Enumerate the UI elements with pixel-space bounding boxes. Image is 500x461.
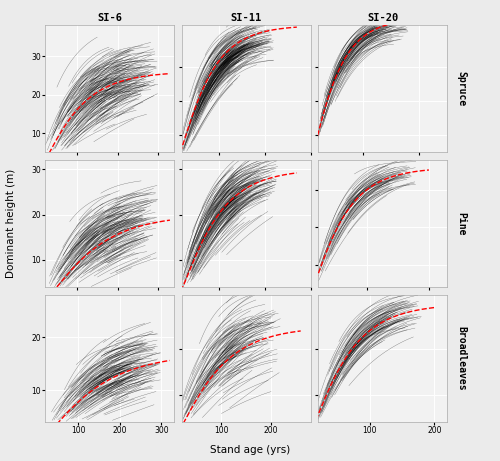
Text: Stand age (yrs): Stand age (yrs) bbox=[210, 445, 290, 455]
Text: Pine: Pine bbox=[456, 212, 466, 235]
Title: SI-11: SI-11 bbox=[230, 13, 262, 23]
Title: SI-20: SI-20 bbox=[367, 13, 398, 23]
Title: SI-6: SI-6 bbox=[97, 13, 122, 23]
Text: Dominant height (m): Dominant height (m) bbox=[6, 169, 16, 278]
Text: Broadleaves: Broadleaves bbox=[456, 326, 466, 390]
Text: Spruce: Spruce bbox=[456, 71, 466, 106]
